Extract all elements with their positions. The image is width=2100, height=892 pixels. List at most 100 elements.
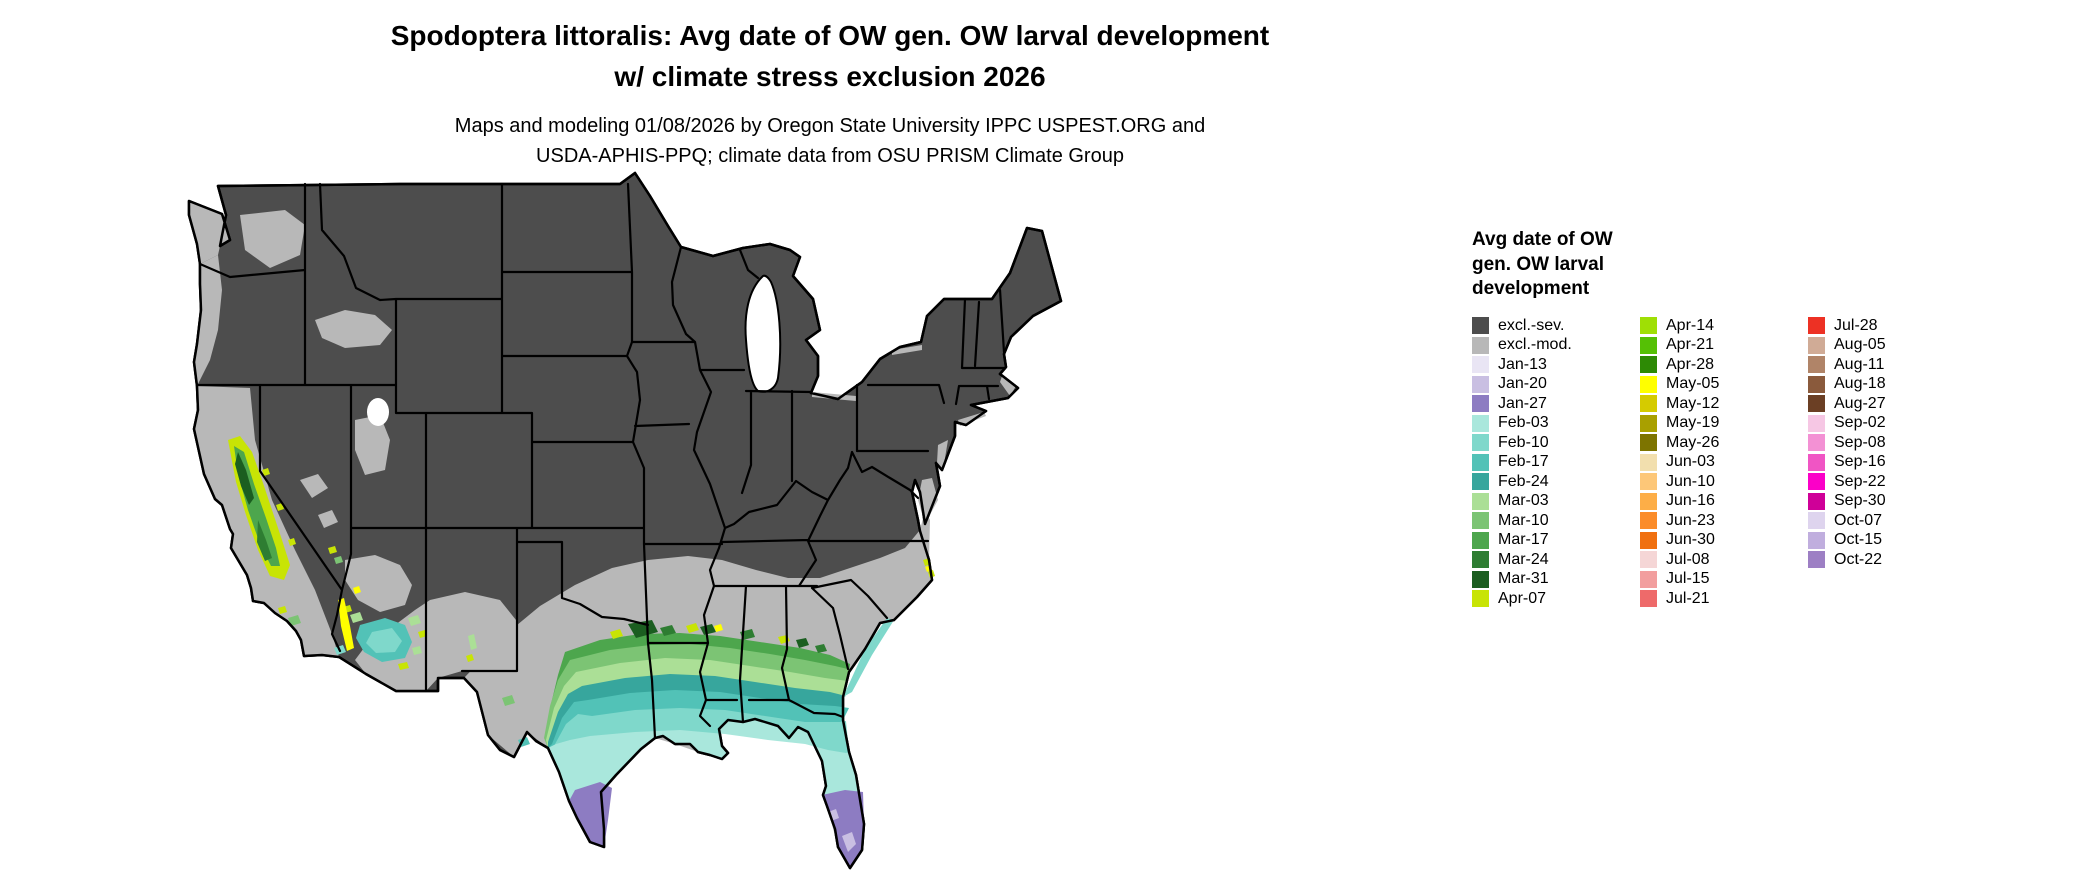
- legend-swatch: [1472, 531, 1489, 549]
- legend-entry: Feb-10: [1472, 433, 1620, 453]
- legend-swatch: [1808, 492, 1825, 510]
- legend-entry-label: Aug-05: [1834, 336, 1886, 354]
- header: Spodoptera littoralis: Avg date of OW ge…: [0, 16, 1660, 171]
- legend-entry-label: Apr-07: [1498, 589, 1547, 607]
- legend-entry: Aug-27: [1808, 394, 1956, 414]
- legend-swatch: [1640, 356, 1657, 374]
- legend-entry: May-05: [1640, 375, 1788, 395]
- legend-entry: Mar-10: [1472, 511, 1620, 531]
- legend-entry-label: Jun-10: [1666, 472, 1715, 490]
- legend-entry-label: Aug-27: [1834, 394, 1886, 412]
- legend-entry: Aug-05: [1808, 336, 1956, 356]
- legend-entry: Jun-30: [1640, 531, 1788, 551]
- legend-swatch: [1472, 492, 1489, 510]
- legend-entry: Jun-03: [1640, 453, 1788, 473]
- legend-entry: Mar-03: [1472, 492, 1620, 512]
- legend-entry: Sep-08: [1808, 433, 1956, 453]
- arizona-phoenix-region: [328, 546, 427, 670]
- legend-entry: excl.-sev.: [1472, 316, 1620, 336]
- legend-columns: excl.-sev. excl.-mod. Jan-13 Jan-20 Jan-27 Fe…: [1472, 316, 2032, 609]
- legend-entry: Sep-02: [1808, 414, 1956, 434]
- california-central-valley: [228, 436, 301, 626]
- legend-entry: Feb-03: [1472, 414, 1620, 434]
- legend-entry-label: Jan-27: [1498, 394, 1547, 412]
- legend-entry: Mar-24: [1472, 550, 1620, 570]
- legend-swatch: [1640, 336, 1657, 354]
- legend-swatch: [1472, 570, 1489, 588]
- legend-entry-label: Sep-02: [1834, 414, 1886, 432]
- map-subtitle-line-2: USDA-APHIS-PPQ; climate data from OSU PR…: [536, 145, 1124, 168]
- legend-swatch: [1808, 317, 1825, 335]
- legend-entry-label: Jul-21: [1666, 589, 1710, 607]
- legend-swatch: [1472, 453, 1489, 471]
- legend-title-line-1: Avg date of OW: [1472, 229, 1613, 250]
- legend-entry: Oct-22: [1808, 550, 1956, 570]
- legend-entry-label: Apr-14: [1666, 316, 1715, 334]
- legend-entry: Apr-14: [1640, 316, 1788, 336]
- state-borders: [195, 182, 1006, 740]
- legend-entry: Jun-16: [1640, 492, 1788, 512]
- legend-entry-label: May-19: [1666, 414, 1720, 432]
- legend-swatch: [1640, 375, 1657, 393]
- legend-entry: May-26: [1640, 433, 1788, 453]
- legend-entry-label: Jul-28: [1834, 316, 1878, 334]
- legend-entry: Jan-20: [1472, 375, 1620, 395]
- legend-entry: excl.-mod.: [1472, 336, 1620, 356]
- legend-column-3: Jul-28 Aug-05 Aug-11 Aug-18 Aug-27 Sep-02 Sep-…: [1808, 316, 1956, 570]
- legend-entry: Aug-18: [1808, 375, 1956, 395]
- legend-entry: Apr-21: [1640, 336, 1788, 356]
- legend-entry-label: Feb-17: [1498, 453, 1549, 471]
- coastal-feb-10-southeast: [843, 618, 894, 697]
- legend-swatch: [1640, 492, 1657, 510]
- legend-entry-label: Sep-22: [1834, 472, 1886, 490]
- legend-column-2: Apr-14 Apr-21 Apr-28 May-05 May-12 May-19 May-…: [1640, 316, 1788, 609]
- legend-swatch: [1808, 453, 1825, 471]
- legend-entry: Sep-22: [1808, 472, 1956, 492]
- legend-swatch: [1640, 590, 1657, 608]
- legend-entry-label: Jul-08: [1666, 550, 1710, 568]
- legend-entry: Mar-31: [1472, 570, 1620, 590]
- legend-column-1: excl.-sev. excl.-mod. Jan-13 Jan-20 Jan-27 Fe…: [1472, 316, 1620, 609]
- legend-swatch: [1808, 356, 1825, 374]
- legend-swatch: [1808, 531, 1825, 549]
- legend-swatch: [1640, 551, 1657, 569]
- legend-swatch: [1808, 512, 1825, 530]
- legend-swatch: [1472, 395, 1489, 413]
- legend-swatch: [1472, 590, 1489, 608]
- legend-entry: Oct-07: [1808, 511, 1956, 531]
- legend-swatch: [1472, 414, 1489, 432]
- legend-entry: Jul-15: [1640, 570, 1788, 590]
- legend-swatch: [1640, 570, 1657, 588]
- legend-swatch: [1472, 356, 1489, 374]
- legend-swatch: [1472, 512, 1489, 530]
- legend-entry: Mar-17: [1472, 531, 1620, 551]
- legend-entry: Jul-28: [1808, 316, 1956, 336]
- map-title-line-2: w/ climate stress exclusion 2026: [614, 60, 1046, 92]
- map-subtitle: Maps and modeling 01/08/2026 by Oregon S…: [0, 111, 1660, 171]
- legend-swatch: [1472, 336, 1489, 354]
- legend-entry-label: Sep-16: [1834, 453, 1886, 471]
- legend-entry-label: Sep-08: [1834, 433, 1886, 451]
- legend-swatch: [1472, 473, 1489, 491]
- legend-entry-label: Jan-20: [1498, 375, 1547, 393]
- legend-entry-label: Aug-11: [1834, 355, 1885, 373]
- legend-entry-label: Oct-07: [1834, 511, 1883, 529]
- legend-swatch: [1640, 434, 1657, 452]
- legend-entry-label: Jun-30: [1666, 531, 1715, 549]
- legend-swatch: [1640, 395, 1657, 413]
- legend-entry-label: Oct-15: [1834, 531, 1883, 549]
- legend-entry-label: Feb-24: [1498, 472, 1549, 490]
- legend-swatch: [1808, 375, 1825, 393]
- legend-entry: Jul-08: [1640, 550, 1788, 570]
- legend-title-line-3: development: [1472, 278, 1590, 300]
- legend-entry: Feb-24: [1472, 472, 1620, 492]
- legend-entry-label: Feb-10: [1498, 433, 1549, 451]
- legend-entry-label: May-12: [1666, 394, 1720, 412]
- legend-entry: May-19: [1640, 414, 1788, 434]
- lake-michigan: [744, 274, 782, 393]
- legend-entry-label: Oct-22: [1834, 550, 1883, 568]
- legend-entry-label: May-05: [1666, 375, 1720, 393]
- legend-entry-label: Apr-21: [1666, 336, 1715, 354]
- legend-entry: Jun-10: [1640, 472, 1788, 492]
